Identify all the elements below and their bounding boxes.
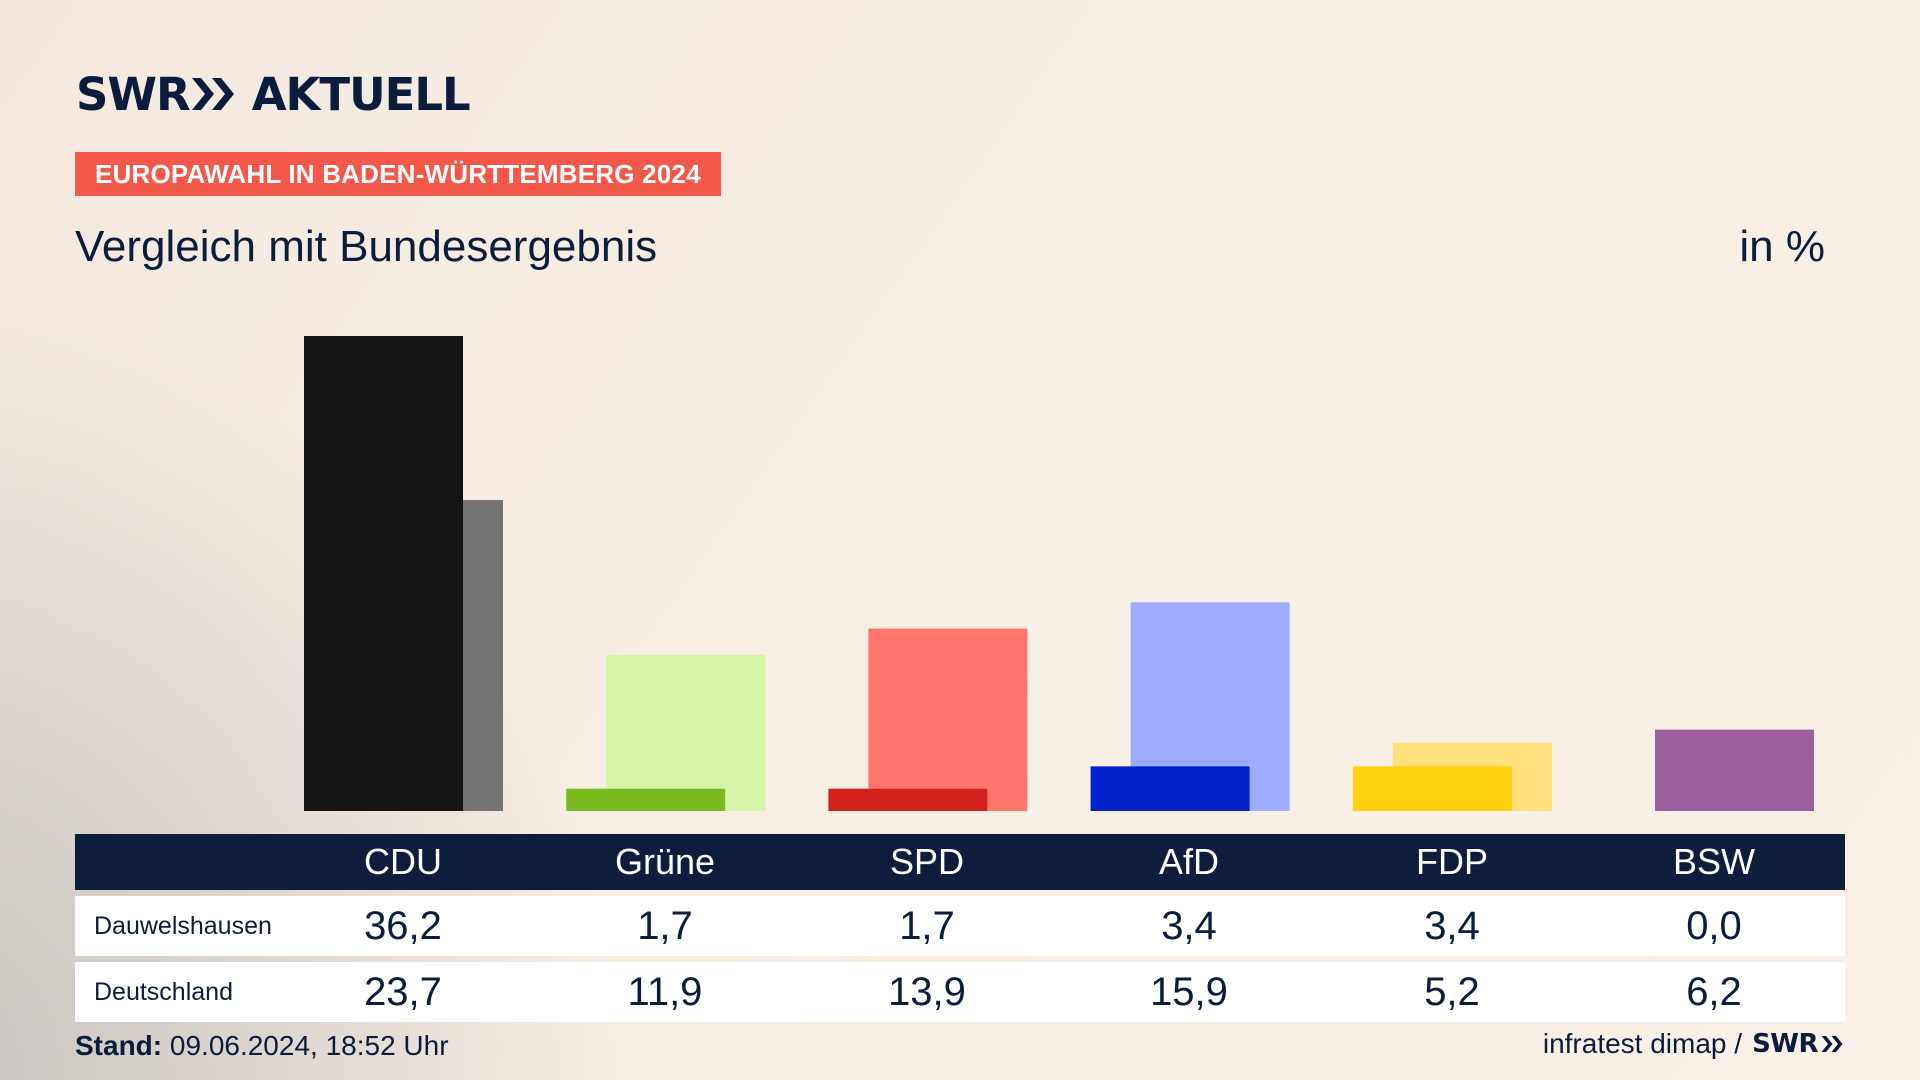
stand-label: Stand: (75, 1030, 163, 1061)
value-cell: 23,7 (364, 970, 442, 1014)
bar-local-4 (1352, 766, 1512, 811)
header-spd: SPD (889, 841, 965, 882)
stand-value: 09.06.2024, 18:52 Uhr (169, 1030, 449, 1061)
header-gruene: Grüne (614, 841, 716, 882)
bar-chart (304, 336, 1814, 811)
mini-logo-text: SWR (1752, 1029, 1818, 1059)
bar-local-2 (828, 788, 988, 811)
unit-label: in % (1739, 222, 1825, 271)
value-cell: 1,7 (637, 904, 693, 948)
value-cell: 3,4 (1424, 904, 1480, 948)
results-table: CDU Grüne SPD AfD FDP BSW Dauwelshausen … (75, 834, 1845, 1022)
header-afd: AfD (1158, 841, 1219, 882)
bar-national-2 (868, 628, 1028, 811)
table-header: CDU Grüne SPD AfD FDP BSW (75, 834, 1845, 890)
table-row: Dauwelshausen 36,2 1,7 1,7 3,4 3,4 0,0 (75, 896, 1845, 956)
value-cell: 15,9 (1150, 970, 1228, 1014)
header-bsw: BSW (1672, 841, 1755, 882)
logo-word-aktuell: AKTUELL (251, 67, 471, 121)
bar-local-1 (566, 788, 726, 811)
source-text: infratest dimap / (1542, 1028, 1743, 1059)
value-cell: 11,9 (627, 970, 703, 1014)
swr-mini-logo: SWR (1752, 1029, 1845, 1059)
double-chevron-icon (191, 78, 234, 110)
header-fdp: FDP (1416, 841, 1488, 882)
value-cell: 3,4 (1161, 904, 1217, 948)
header-cdu: CDU (364, 841, 442, 882)
bar-local-0 (304, 336, 463, 811)
bar-national-5 (1655, 729, 1814, 811)
row-label-national: Deutschland (94, 978, 233, 1006)
logo-word-swr: SWR (76, 67, 191, 121)
timestamp-note: Stand: 09.06.2024, 18:52 Uhr (75, 1030, 449, 1062)
value-cell: 13,9 (888, 970, 966, 1014)
bar-national-1 (606, 654, 766, 811)
value-cell: 5,2 (1424, 970, 1480, 1014)
value-cell: 6,2 (1686, 970, 1742, 1014)
row-label-local: Dauwelshausen (94, 912, 272, 940)
value-cell: 36,2 (364, 904, 442, 948)
chart-headline: Vergleich mit Bundesergebnis (75, 222, 658, 271)
bar-local-3 (1090, 766, 1250, 811)
kicker-banner: EUROPAWAHL IN BADEN-WÜRTTEMBERG 2024 (75, 152, 721, 196)
swr-aktuell-logo: SWR AKTUELL (76, 67, 471, 121)
value-cell: 1,7 (899, 904, 955, 948)
value-cell: 0,0 (1686, 904, 1742, 948)
source-note: infratest dimap / SWR (1543, 1028, 1845, 1060)
table-row: Deutschland 23,7 11,9 13,9 15,9 5,2 6,2 (75, 962, 1845, 1022)
double-chevron-icon (1821, 1036, 1843, 1052)
